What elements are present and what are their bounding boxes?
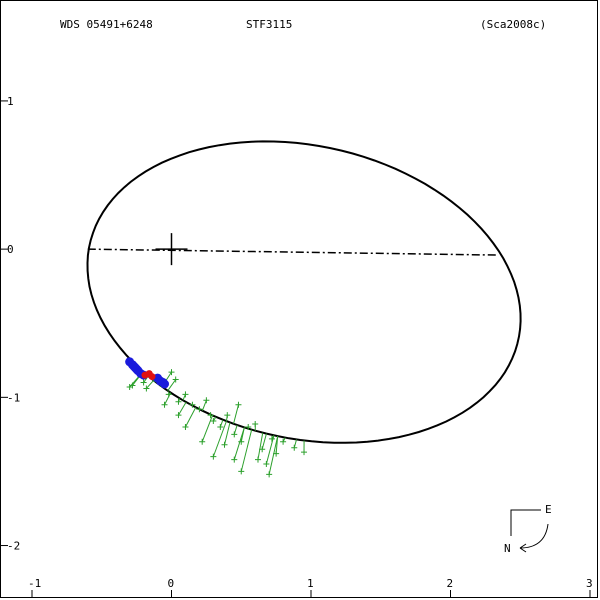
compass-east-label: E [545,503,552,516]
residual-line [178,401,187,416]
data-point [217,423,224,430]
data-point [252,421,259,428]
residual-line [240,429,253,472]
data-point [140,379,147,386]
x-tick-label: 2 [447,577,454,590]
data-point [160,379,170,389]
residual-line [201,415,213,442]
residual-line [167,379,177,392]
data-point [221,441,228,448]
data-point [238,468,245,475]
data-point [175,412,182,419]
data-point [182,391,189,398]
data-point [210,418,217,425]
residual-line [201,400,207,411]
data-point [182,423,189,430]
residual-line [257,432,264,460]
data-point [238,438,245,445]
data-point [231,431,238,438]
data-point [291,444,298,451]
data-point [189,401,196,408]
data-point [148,373,156,381]
residual-line [233,427,245,460]
compass-arrow-head [519,543,527,553]
primary-star-marker [155,233,188,266]
data-point [172,376,179,383]
data-point [268,435,275,442]
data-point [280,438,287,445]
data-point [161,401,168,408]
data-point [132,364,142,374]
data-point [129,382,136,389]
residual-line [224,422,231,445]
y-tick-label: 0 [7,243,14,256]
data-point [266,471,273,478]
x-tick-label: -1 [28,577,41,590]
compass-north-label: N [504,542,511,555]
x-axis-ticks: -1 0 1 2 3 [28,577,593,597]
residual-line [164,392,172,405]
data-point [224,412,231,419]
data-point [168,369,175,376]
x-tick-label: 0 [168,577,175,590]
residual-line [212,420,227,457]
residual-line [233,404,239,424]
y-tick-label: 1 [7,95,14,108]
residual-line [185,407,197,428]
line-of-nodes [87,248,497,256]
data-point [231,456,238,463]
data-point [175,398,182,405]
data-point [196,406,203,413]
residual-line [261,433,267,450]
header-reference: (Sca2008c) [480,18,546,31]
series-2 [141,370,156,381]
residual-line [146,380,154,389]
data-point [254,456,261,463]
y-tick-label: -2 [7,540,20,553]
residual-line [268,436,279,475]
compass-east-arm [510,509,541,536]
data-point [203,397,210,404]
data-point [143,385,150,392]
x-tick-label: 1 [307,577,314,590]
data-point [210,453,217,460]
compass: E N [504,503,552,555]
data-point [199,438,206,445]
data-point [235,401,242,408]
data-point [126,383,133,390]
orbit-ellipse [86,140,522,444]
y-tick-label: -1 [7,391,20,404]
compass-arrow [519,523,549,549]
x-tick-label: 3 [586,577,593,590]
data-point [301,449,308,456]
data-point [207,412,214,419]
observation-series [125,357,308,478]
y-axis-ticks: 1 0 -1 -2 [1,95,20,553]
series-0 [126,369,308,478]
residual-line [265,435,275,465]
data-point [263,461,270,468]
data-point [245,423,252,430]
header-discoverer-code: STF3115 [246,18,292,31]
header-star-id: WDS 05491+6248 [60,18,153,31]
